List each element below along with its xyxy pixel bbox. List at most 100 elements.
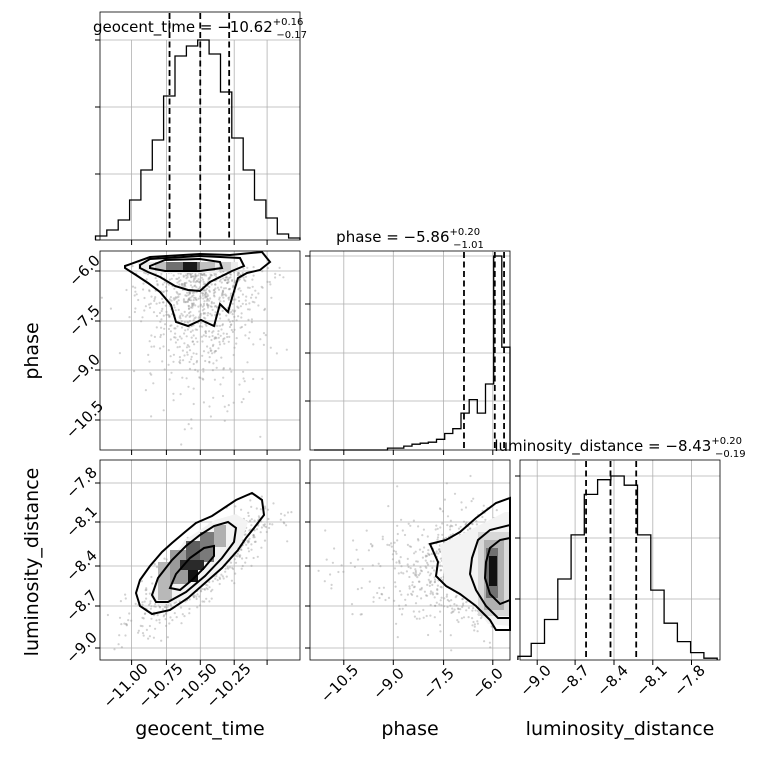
sample-point <box>233 281 236 284</box>
sample-point <box>211 369 214 372</box>
sample-point <box>201 377 204 380</box>
sample-point <box>416 595 419 598</box>
sample-point <box>198 325 201 328</box>
sample-point <box>439 585 442 589</box>
sample-point <box>381 538 384 541</box>
sample-point <box>195 361 198 364</box>
sample-point <box>234 505 237 508</box>
sample-point <box>449 528 452 531</box>
sample-point <box>259 531 262 534</box>
sample-point <box>165 313 168 316</box>
title-geocent-time: geocent_time = −10.62+0.16 −0.17 <box>93 17 307 41</box>
sample-point <box>189 276 193 279</box>
sample-point <box>191 329 194 332</box>
sample-point <box>231 330 234 333</box>
sample-point <box>199 314 202 317</box>
sample-point <box>360 613 363 616</box>
sample-point <box>406 543 409 547</box>
sample-point <box>164 618 167 621</box>
sample-point <box>192 299 195 302</box>
sample-point <box>128 612 131 615</box>
sample-point <box>150 415 153 418</box>
sample-point <box>183 332 186 335</box>
sample-point <box>203 300 206 303</box>
sample-point <box>146 273 150 276</box>
sample-point <box>451 610 454 613</box>
sample-point <box>204 317 207 320</box>
sample-point <box>183 321 186 324</box>
sample-point <box>244 275 248 278</box>
sample-point <box>247 318 250 321</box>
sample-point <box>182 274 185 277</box>
sample-point <box>234 561 238 564</box>
sample-point <box>200 276 203 279</box>
sample-point <box>123 622 126 625</box>
sample-point <box>198 287 201 290</box>
sample-point <box>421 534 424 537</box>
sample-point <box>200 273 203 276</box>
sample-point <box>179 314 182 317</box>
quantiles-phase <box>463 252 505 450</box>
sample-point <box>185 277 188 280</box>
sample-point <box>350 603 354 606</box>
sample-point <box>153 345 156 348</box>
sample-point <box>207 311 210 315</box>
sample-point <box>395 561 398 564</box>
sample-point <box>225 294 228 297</box>
sample-point <box>143 271 146 274</box>
sample-point <box>195 286 198 289</box>
sample-point <box>180 622 183 625</box>
sample-point <box>330 587 333 590</box>
sample-point <box>262 332 266 335</box>
sample-point <box>180 337 183 340</box>
sample-point <box>411 584 414 587</box>
scatter-geocent-time-distance-panel: −7.8 −8.1 −8.4 −8.7 −9.0 luminosity_dist… <box>21 459 301 740</box>
sample-point <box>192 319 195 322</box>
sample-point <box>190 275 193 278</box>
sample-point <box>440 576 443 580</box>
sample-point <box>209 349 212 352</box>
sample-point <box>199 304 202 307</box>
sample-point <box>221 290 224 293</box>
sample-point <box>236 274 239 277</box>
sample-point <box>199 316 202 319</box>
sample-point <box>148 306 152 309</box>
sample-point <box>210 349 213 352</box>
sample-point <box>179 362 182 365</box>
sample-point <box>193 296 196 299</box>
sample-point <box>455 604 458 607</box>
sample-point <box>378 586 381 590</box>
sample-point <box>168 378 171 381</box>
sample-point <box>397 572 400 575</box>
sample-point <box>178 316 181 319</box>
sample-point <box>239 554 242 557</box>
sample-point <box>109 307 112 310</box>
sample-point <box>222 293 225 296</box>
sample-point <box>379 565 382 568</box>
sample-point <box>325 558 328 561</box>
sample-point <box>419 572 422 575</box>
contour-geocent-time-phase-mid <box>139 254 246 293</box>
hist-distance-panel: luminosity_distance = −8.43+0.20 −0.19 −9… <box>494 436 745 740</box>
sample-point <box>440 604 443 607</box>
sample-point <box>208 600 211 603</box>
sample-point <box>218 324 222 327</box>
sample-point <box>197 297 200 300</box>
sample-point <box>418 580 421 583</box>
sample-point <box>155 302 158 305</box>
xtick-distance-4: −7.8 <box>670 661 708 699</box>
hist-luminosity-distance <box>517 475 718 660</box>
sample-point <box>153 335 156 338</box>
sample-point <box>199 313 202 316</box>
sample-point <box>180 326 184 329</box>
sample-point <box>394 550 397 553</box>
sample-point <box>244 533 247 536</box>
sample-point <box>218 296 221 299</box>
sample-point <box>169 604 173 607</box>
sample-point <box>211 334 214 338</box>
sample-point <box>210 300 213 304</box>
sample-point <box>172 399 175 402</box>
sample-point <box>191 304 194 307</box>
sample-point <box>150 334 153 337</box>
sample-point <box>439 564 442 567</box>
